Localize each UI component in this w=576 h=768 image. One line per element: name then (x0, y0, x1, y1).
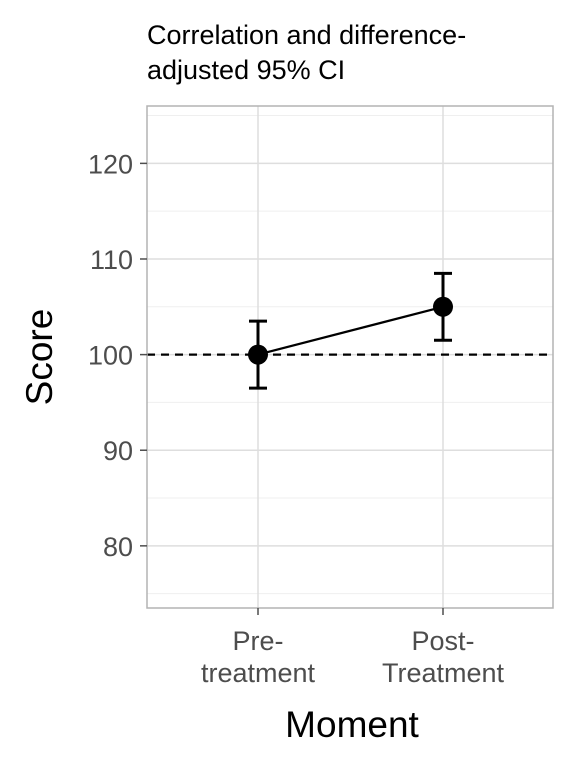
series-line (257, 305, 444, 356)
y-tick-label: 80 (103, 532, 133, 562)
x-tick-label-line: Treatment (382, 658, 505, 688)
y-tick-label: 120 (88, 149, 133, 179)
data-point (433, 296, 453, 317)
grid-minor (147, 115, 553, 595)
x-tick-label-line: treatment (201, 658, 316, 688)
x-tick-label-line: Post- (411, 626, 474, 656)
data-point (248, 344, 268, 365)
x-tick-label: Post-Treatment (382, 626, 505, 688)
chart-title: Correlation and difference- adjusted 95%… (147, 20, 466, 85)
grid-major (147, 106, 553, 608)
y-tick-label: 90 (103, 436, 133, 466)
x-axis-title: Moment (285, 704, 419, 745)
y-tick-label: 110 (90, 245, 133, 275)
y-axis-title: Score (19, 309, 60, 406)
series-group (248, 271, 453, 390)
x-tick-label-line: Pre- (232, 626, 283, 656)
x-axis: Pre-treatment Post-Treatment (201, 608, 505, 688)
chart-title-line-1: Correlation and difference- (147, 20, 466, 50)
y-tick-label: 100 (88, 341, 133, 371)
y-axis: 80 90 100 110 120 (88, 149, 147, 562)
panel-border (146, 105, 554, 609)
x-tick-label: Pre-treatment (201, 626, 316, 688)
chart-title-line-2: adjusted 95% CI (147, 55, 345, 85)
